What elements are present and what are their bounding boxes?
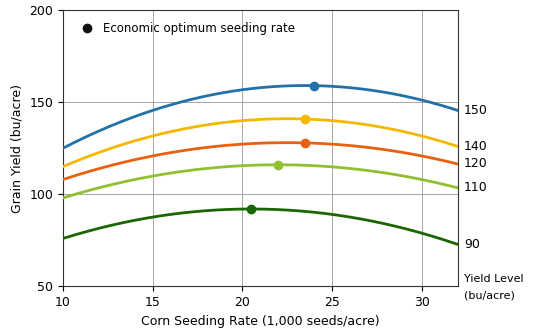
Text: 150: 150 bbox=[464, 104, 488, 117]
Text: 120: 120 bbox=[464, 158, 488, 170]
Legend: Economic optimum seeding rate: Economic optimum seeding rate bbox=[69, 16, 301, 41]
Text: (bu/acre): (bu/acre) bbox=[464, 291, 515, 301]
Text: 90: 90 bbox=[464, 238, 480, 251]
Text: 110: 110 bbox=[464, 181, 488, 194]
X-axis label: Corn Seeding Rate (1,000 seeds/acre): Corn Seeding Rate (1,000 seeds/acre) bbox=[141, 315, 380, 328]
Text: 140: 140 bbox=[464, 140, 488, 153]
Y-axis label: Grain Yield (bu/acre): Grain Yield (bu/acre) bbox=[11, 84, 24, 213]
Text: Yield Level: Yield Level bbox=[464, 274, 524, 284]
